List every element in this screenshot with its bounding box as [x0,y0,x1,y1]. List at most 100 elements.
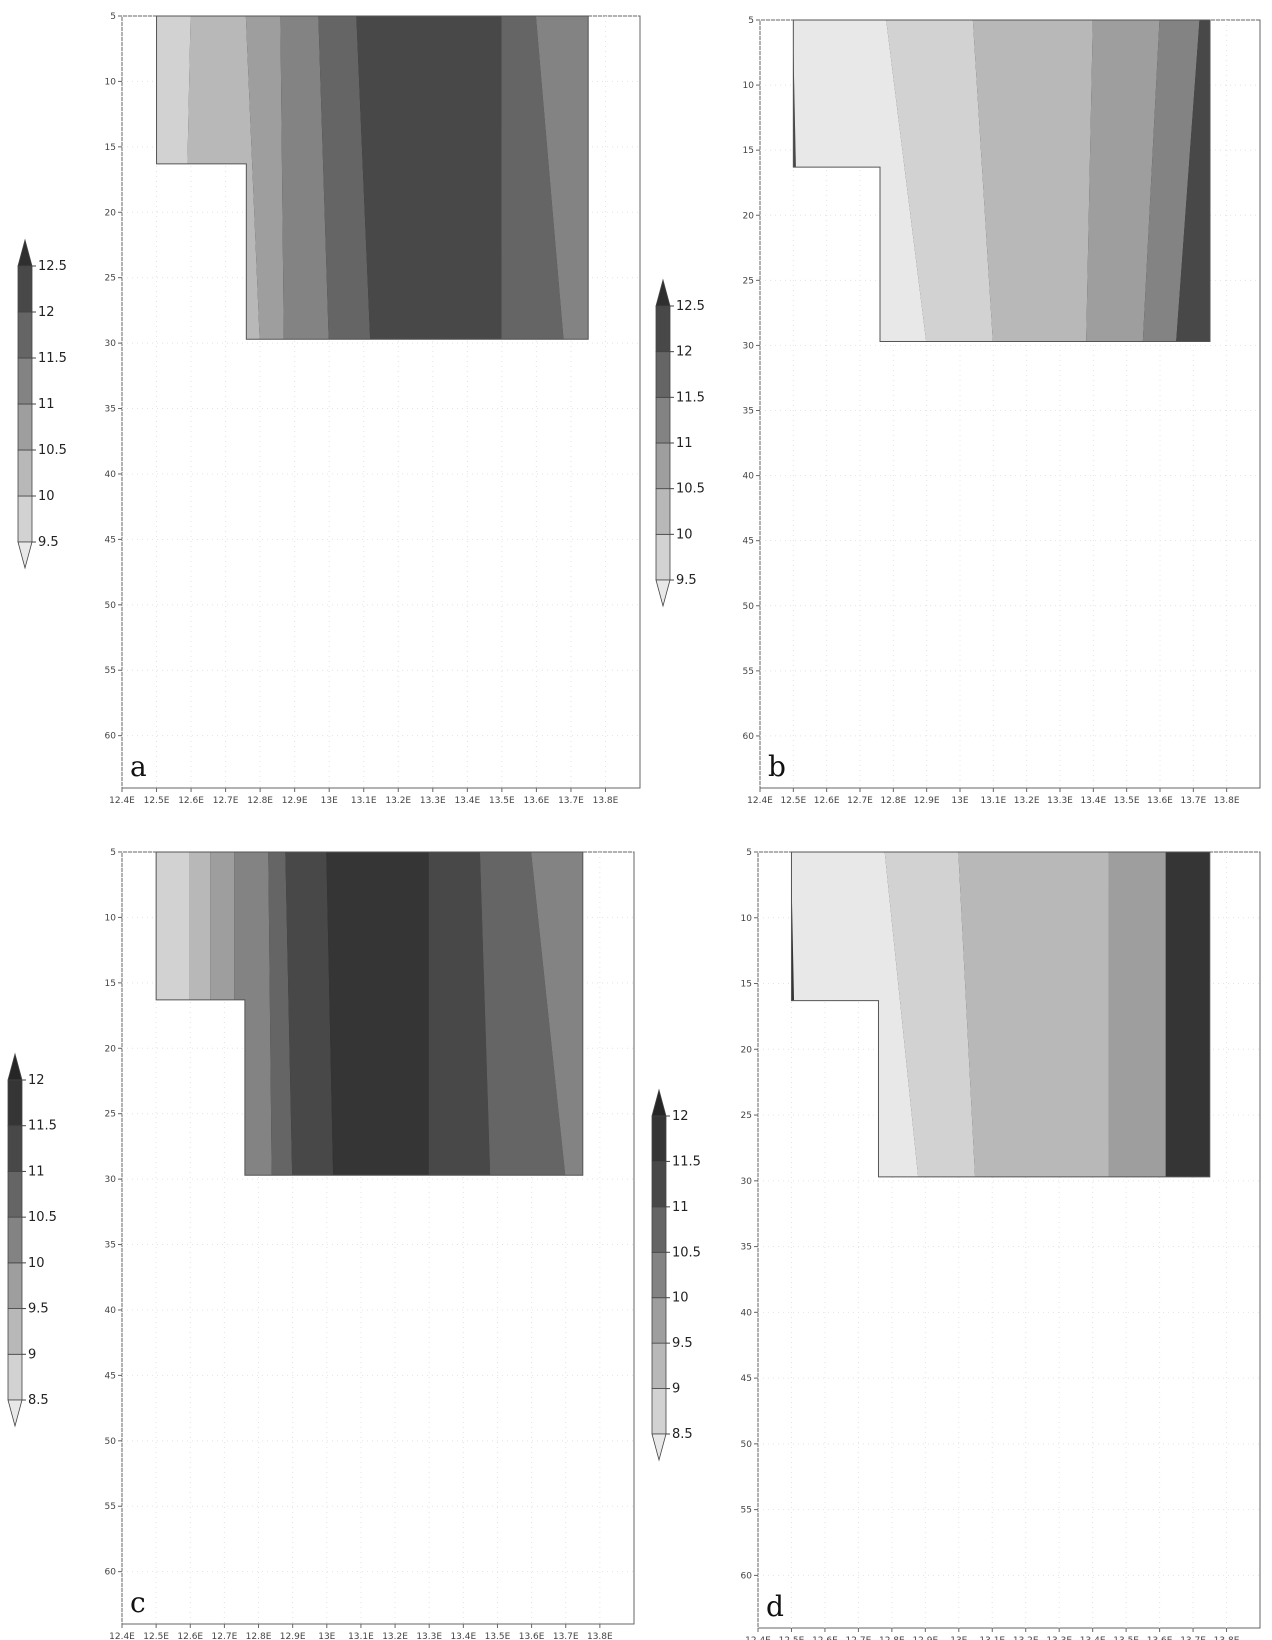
colorbar-swatch [7,1308,23,1355]
data-domain-outline [790,851,1211,1178]
contour-band [1165,852,1210,1177]
colorbar-swatch [7,1216,23,1264]
colorbar-swatch [7,1079,23,1127]
panel-label: b [768,750,786,783]
y-tick-label: 5 [110,12,116,22]
contour-band [280,16,330,340]
x-tick-label: 12.5E [779,1636,805,1640]
y-tick-label: 50 [743,602,755,612]
contour-band [535,16,589,340]
panel-label: a [130,750,147,783]
y-tick-label: 35 [105,405,116,415]
colorbar-arrow-top [17,238,33,267]
colorbar-swatch [651,1388,667,1435]
x-tick-label: 12.9E [282,796,308,806]
x-tick-label: 13.6E [1147,1636,1173,1640]
colorbar-label: 9 [672,1382,680,1397]
colorbar-swatch [655,396,671,444]
y-tick-label: 10 [105,913,117,923]
colorbar-swatch [17,265,33,313]
y-tick-label: 55 [105,1502,116,1512]
contour-band [285,852,335,1176]
colorbar-arrow-top [655,278,671,307]
panel-c: 5 10 15 20 25 30 35 40 45 50 55 60 12.4E 12.5E 12.6E 12… [7,848,635,1640]
x-tick-label: 13.6E [1147,796,1173,806]
colorbar-label: 8.5 [672,1427,693,1442]
x-tick-label: 13.4E [454,796,480,806]
colorbar-label: 12.5 [38,259,67,274]
colorbar-label: 9.5 [28,1302,49,1317]
contour-bands [156,852,583,1176]
colorbar-arrow-bottom [655,579,671,608]
colorbar: 9.5 10 10.5 11 11.5 12 12.5 [655,278,705,608]
x-tick-label: 12.6E [812,1636,838,1640]
colorbar-label: 8.5 [28,1393,49,1408]
y-tick-label: 55 [741,1506,752,1516]
x-tick-label: 13.3E [1047,796,1073,806]
x-tick-label: 13.6E [524,796,550,806]
y-tick-label: 20 [105,208,117,218]
y-tick-label: 20 [743,211,755,221]
y-tick-label: 55 [743,667,754,677]
data-domain-outline [156,15,589,340]
colorbar: 8.5 9 9.5 10 10.5 11 11.5 12 [7,1052,57,1428]
x-tick-label: 12.7E [213,796,239,806]
x-tick-label: 12.5E [143,1632,169,1640]
y-tick-label: 5 [110,848,116,858]
colorbar-label: 11 [672,1200,689,1215]
y-tick-label: 25 [741,1111,752,1121]
y-tick-label: 35 [741,1243,752,1253]
contour-band [1176,20,1210,342]
y-tick-label: 40 [743,472,755,482]
x-tick-label: 13.6E [519,1632,545,1640]
panel-d: 5 10 15 20 25 30 35 40 45 50 55 60 12.4E 12.5E 12.6E 12… [651,848,1261,1640]
x-tick-label: 13.8E [593,796,619,806]
data-domain-outline [155,851,584,1176]
x-tick-label: 12.7E [847,796,873,806]
y-tick-label: 10 [741,914,753,924]
contour-band [1142,20,1201,342]
x-tick-label: 13.5E [1113,1636,1139,1640]
x-tick-label: 13.1E [979,1636,1005,1640]
colorbar-swatch [17,495,33,543]
x-tick-label: 12.7E [846,1636,872,1640]
colorbar-label: 9 [28,1347,36,1362]
colorbar-label: 11.5 [676,390,705,405]
contour-band [326,852,430,1176]
x-tick-label: 13.4E [450,1632,476,1640]
x-tick-label: 13E [951,796,968,806]
y-tick-label: 40 [105,1306,117,1316]
y-tick-label: 40 [105,470,117,480]
x-tick-label: 13.2E [382,1632,408,1640]
colorbar-arrow-bottom [17,541,33,570]
y-tick-label: 10 [105,77,117,87]
panel-label: d [766,1590,784,1623]
colorbar-swatch [651,1115,667,1162]
x-tick-label: 12.5E [144,796,170,806]
colorbar-label: 12 [28,1073,45,1088]
colorbar-label: 9.5 [38,535,59,550]
colorbar-label: 12 [672,1109,689,1124]
y-tick-label: 20 [741,1045,753,1055]
colorbar-swatch [17,403,33,451]
y-tick-label: 30 [105,339,117,349]
y-tick-label: 20 [105,1044,117,1054]
contour-band [1086,20,1161,342]
colorbar-arrow-top [651,1088,667,1117]
colorbar-label: 10 [672,1291,689,1306]
x-tick-label: 12.4E [747,796,773,806]
colorbar-label: 10 [28,1256,45,1271]
x-tick-label: 13.2E [385,796,411,806]
y-tick-label: 15 [105,979,116,989]
x-tick-label: 13.8E [587,1632,613,1640]
y-tick-label: 5 [746,848,752,858]
colorbar-label: 10 [38,489,55,504]
y-tick-label: 30 [741,1177,753,1187]
contour-band [428,852,492,1176]
y-tick-label: 25 [743,276,754,286]
x-tick-label: 13.8E [1214,796,1240,806]
colorbar-swatch [7,1125,23,1172]
colorbar-swatch [651,1251,667,1299]
colorbar-swatch [17,311,33,359]
y-tick-label: 25 [105,1110,116,1120]
